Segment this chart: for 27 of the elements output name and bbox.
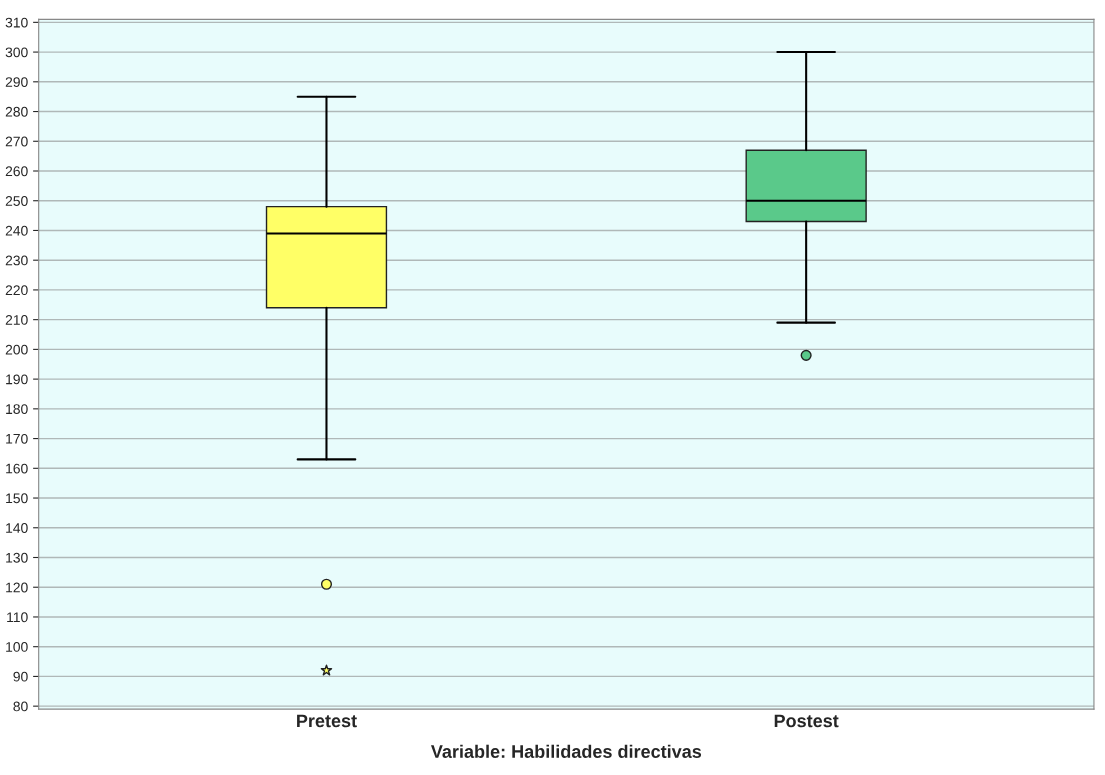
y-tick-label: 150 [6, 493, 28, 504]
y-tick-label: 270 [5, 136, 28, 147]
y-tick-label: 300 [5, 47, 28, 58]
y-tick-label: 170 [6, 433, 28, 444]
y-tick-label: 230 [5, 255, 28, 266]
y-tick-label: 220 [5, 285, 28, 296]
x-axis-title: Variable: Habilidades directivas [430, 744, 702, 758]
y-tick-label: 260 [5, 166, 28, 177]
y-tick-label: 100 [6, 642, 28, 652]
y-tick-label: 120 [6, 582, 28, 593]
y-tick-label: 160 [6, 463, 28, 474]
x-tick-label: Postest [774, 714, 839, 728]
y-tick-label: 200 [5, 344, 28, 355]
y-tick-label: 280 [5, 106, 28, 117]
y-tick-label: 140 [6, 523, 28, 533]
y-tick-label: 190 [6, 374, 28, 385]
y-tick-label: 210 [5, 314, 28, 325]
y-tick-label: 180 [6, 404, 28, 415]
y-tick-label: 130 [6, 552, 28, 563]
y-tick-label: 310 [5, 17, 28, 28]
y-tick-label: 290 [5, 77, 28, 87]
y-tick-label: 80 [13, 701, 28, 712]
y-tick-label: 250 [5, 196, 28, 206]
y-tick-label: 90 [13, 671, 28, 682]
y-tick-label: 110 [7, 612, 28, 623]
x-tick-label: Pretest [297, 714, 357, 728]
y-tick-label: 240 [5, 225, 28, 236]
